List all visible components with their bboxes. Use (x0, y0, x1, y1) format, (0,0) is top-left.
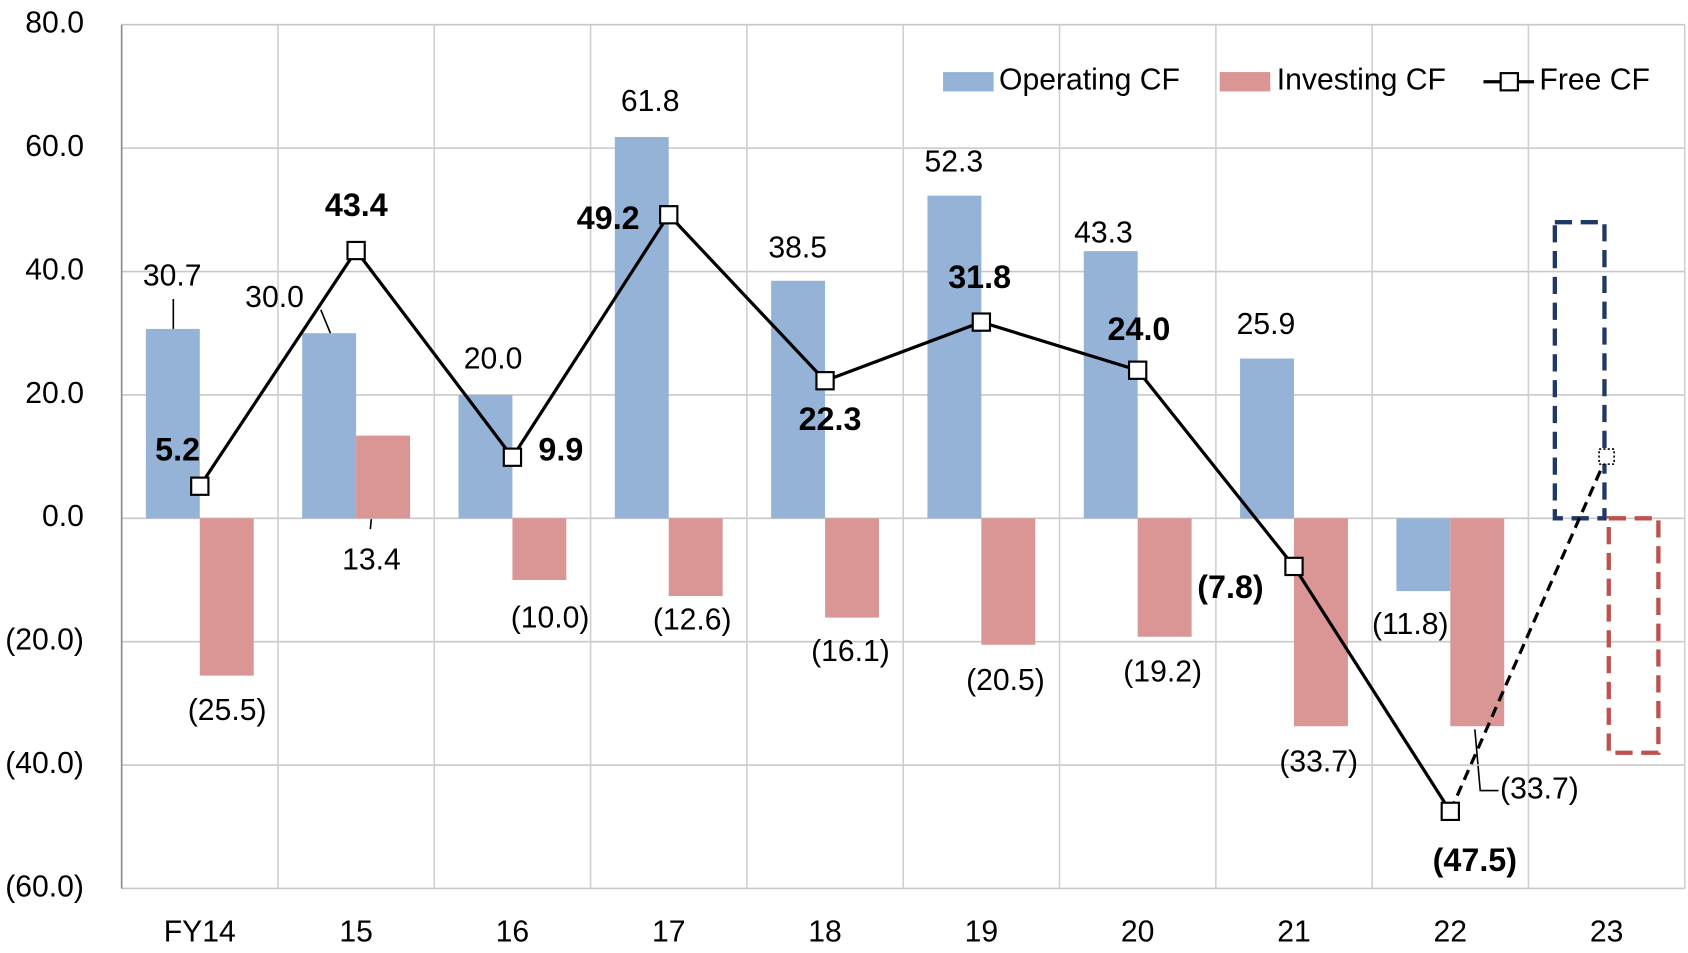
plot: (60.0) (40.0) (20.0) 0.0 20.0 40.0 60.0 80.0 FY1… (5, 7, 1686, 949)
free-cf-marker (190, 476, 210, 496)
data-label: 22.3 (799, 401, 862, 437)
free-cf-marker (1127, 360, 1148, 380)
y-tick-label: 20.0 (25, 377, 84, 410)
bar (981, 518, 1036, 645)
x-tick-label: 20 (1121, 916, 1155, 949)
data-label: 52.3 (924, 145, 983, 178)
x-tick-label: 19 (965, 916, 999, 949)
data-label: 13.4 (342, 543, 401, 576)
x-tick-label: 16 (496, 916, 530, 949)
data-label: 24.0 (1108, 311, 1171, 347)
bar (825, 518, 879, 618)
data-label: 5.2 (155, 431, 200, 467)
data-label: 30.7 (143, 259, 202, 292)
data-label: (33.7) (1500, 773, 1579, 806)
y-tick-label: (60.0) (5, 870, 84, 903)
forecast-bar (1552, 220, 1607, 521)
x-tick-label: 22 (1434, 916, 1468, 949)
data-label: 30.0 (245, 281, 304, 314)
data-label: (7.8) (1197, 569, 1263, 605)
bar (668, 518, 723, 597)
bar (356, 435, 411, 519)
y-tick-label: 40.0 (25, 253, 84, 286)
data-label: 9.9 (538, 431, 583, 467)
legend-label: Free CF (1539, 64, 1650, 97)
leader-line (320, 309, 332, 334)
free-cf-marker (346, 240, 366, 261)
y-tick-label: 80.0 (25, 7, 84, 40)
x-tick-label: 17 (652, 916, 686, 949)
bar (1240, 358, 1294, 519)
free-cf-forecast-line (1448, 455, 1609, 812)
data-label: 61.8 (621, 85, 680, 118)
data-label: 25.9 (1237, 308, 1296, 341)
free-cf-marker (502, 447, 523, 467)
y-tick-label: (40.0) (5, 747, 84, 780)
data-label: (25.5) (188, 694, 267, 727)
free-cf-marker (971, 312, 992, 332)
bar (927, 195, 982, 519)
data-label: 43.4 (325, 187, 388, 223)
free-cf-marker (1284, 556, 1304, 577)
free-cf-marker (1440, 801, 1460, 822)
data-label: (16.1) (811, 635, 890, 668)
bar (512, 518, 567, 580)
y-tick-label: 60.0 (25, 130, 84, 163)
x-tick-label: 21 (1277, 916, 1311, 949)
data-label: (12.6) (653, 604, 732, 637)
bar (1293, 518, 1348, 727)
x-tick-label: 15 (339, 916, 373, 949)
y-tick-label: (20.0) (5, 624, 84, 657)
legend-swatch (1219, 72, 1271, 92)
legend-label: Operating CF (999, 64, 1180, 97)
bar (1083, 251, 1138, 519)
data-label: 31.8 (948, 259, 1011, 295)
forecast-bar (1606, 516, 1661, 755)
bar (1396, 518, 1451, 592)
leader-line (1474, 729, 1499, 792)
legend-label: Investing CF (1277, 64, 1446, 97)
bar (614, 137, 669, 519)
data-label: (47.5) (1433, 842, 1517, 878)
bar (302, 333, 357, 519)
bar (1137, 518, 1192, 637)
x-tick-label: FY14 (164, 916, 236, 949)
bar (199, 518, 254, 676)
data-label: (33.7) (1279, 746, 1358, 779)
data-label: 43.3 (1074, 216, 1133, 249)
legend-swatch (1499, 72, 1519, 92)
data-label: 49.2 (577, 200, 640, 236)
x-tick-label: 23 (1590, 916, 1624, 949)
data-label: (10.0) (511, 602, 590, 635)
free-cf-marker (659, 205, 679, 225)
bar (771, 280, 826, 519)
data-label: (20.5) (966, 664, 1045, 697)
bar (1450, 518, 1505, 727)
data-label: (11.8) (1372, 608, 1449, 641)
data-label: 38.5 (768, 232, 827, 265)
y-tick-label: 0.0 (42, 500, 84, 533)
legend-swatch (943, 72, 994, 92)
free-cf-marker (815, 371, 835, 391)
x-tick-label: 18 (808, 916, 842, 949)
free-cf-marker (1598, 448, 1615, 465)
data-label: (19.2) (1123, 655, 1202, 688)
data-label: 20.0 (464, 342, 523, 375)
